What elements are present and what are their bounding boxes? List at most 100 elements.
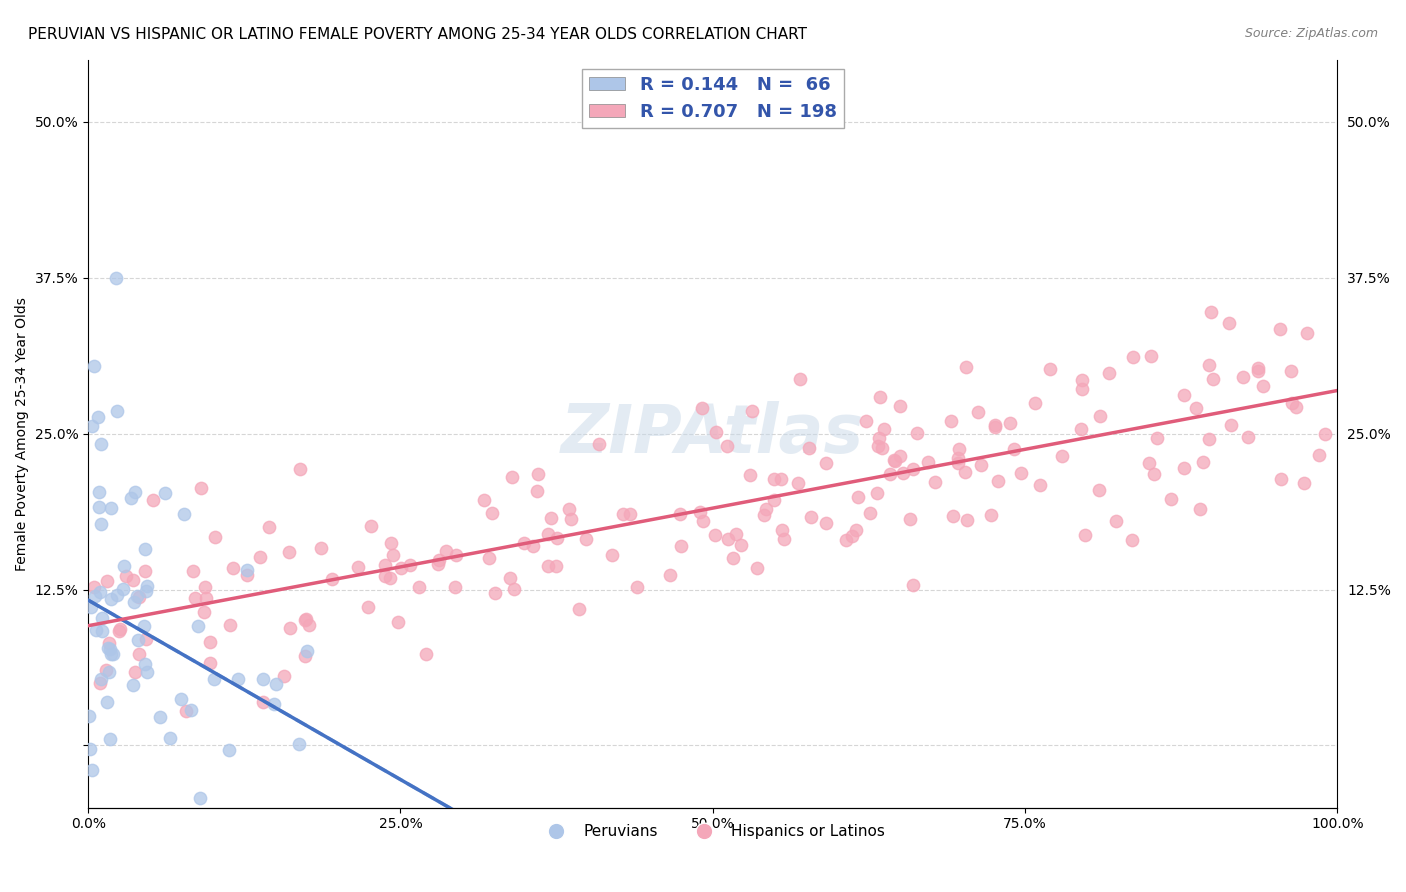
Point: [380, 536, 402, 550]
Point: [1218, 316, 1240, 330]
Point: [105, 404, 128, 418]
Point: [226, 672, 249, 686]
Point: [444, 548, 467, 562]
Point: [387, 615, 409, 629]
Point: [901, 462, 924, 476]
Point: [1268, 322, 1291, 336]
Point: [198, 635, 221, 649]
Point: [263, 697, 285, 711]
Point: [346, 560, 368, 574]
Point: [1285, 400, 1308, 414]
Point: [252, 672, 274, 686]
Point: [1173, 388, 1195, 402]
Point: [941, 414, 963, 428]
Point: [135, 632, 157, 646]
Point: [724, 527, 747, 541]
Point: [112, 582, 135, 596]
Point: [602, 549, 624, 563]
Point: [891, 466, 914, 480]
Text: Source: ZipAtlas.com: Source: ZipAtlas.com: [1244, 27, 1378, 40]
Point: [1052, 449, 1074, 463]
Point: [869, 390, 891, 404]
Point: [89, 676, 111, 690]
Point: [273, 669, 295, 683]
Point: [619, 507, 641, 521]
Point: [721, 551, 744, 566]
Point: [142, 493, 165, 508]
Point: [415, 647, 437, 661]
Point: [948, 442, 970, 456]
Point: [80, 863, 103, 877]
Point: [1088, 483, 1111, 497]
Point: [984, 419, 1007, 434]
Point: [501, 470, 523, 484]
Point: [122, 573, 145, 587]
Point: [755, 501, 778, 516]
Point: [901, 577, 924, 591]
Point: [924, 475, 946, 490]
Point: [526, 484, 548, 499]
Point: [90, 517, 112, 532]
Point: [1202, 371, 1225, 385]
Point: [953, 465, 976, 479]
Point: [100, 500, 122, 515]
Point: [125, 589, 148, 603]
Point: [90, 436, 112, 450]
Point: [1292, 475, 1315, 490]
Point: [134, 619, 156, 633]
Point: [1070, 422, 1092, 436]
Point: [1191, 455, 1213, 469]
Point: [1028, 477, 1050, 491]
Point: [898, 512, 921, 526]
Point: [193, 605, 215, 619]
Point: [1146, 431, 1168, 445]
Point: [859, 506, 882, 520]
Point: [772, 532, 794, 546]
Point: [1185, 401, 1208, 415]
Point: [135, 665, 157, 680]
Point: [1198, 433, 1220, 447]
Point: [1143, 467, 1166, 481]
Point: [560, 512, 582, 526]
Point: [100, 592, 122, 607]
Point: [194, 580, 217, 594]
Point: [427, 553, 450, 567]
Point: [730, 538, 752, 552]
Point: [204, 530, 226, 544]
Point: [115, 863, 138, 877]
Point: [219, 618, 242, 632]
Point: [194, 591, 217, 605]
Point: [107, 588, 129, 602]
Point: [360, 519, 382, 533]
Point: [536, 559, 558, 574]
Point: [97, 636, 120, 650]
Point: [575, 532, 598, 546]
Point: [96, 574, 118, 588]
Point: [181, 564, 204, 578]
Point: [173, 508, 195, 522]
Text: ZIPAtlas: ZIPAtlas: [561, 401, 865, 467]
Point: [380, 571, 402, 585]
Point: [741, 403, 763, 417]
Point: [889, 399, 911, 413]
Point: [252, 695, 274, 709]
Point: [588, 437, 610, 451]
Point: [190, 481, 212, 495]
Point: [658, 567, 681, 582]
Point: [82, 419, 104, 434]
Point: [408, 580, 430, 594]
Point: [626, 580, 648, 594]
Point: [1232, 370, 1254, 384]
Point: [752, 508, 775, 522]
Point: [1188, 502, 1211, 516]
Point: [249, 550, 271, 565]
Point: [434, 544, 457, 558]
Point: [108, 623, 131, 637]
Point: [184, 591, 207, 606]
Point: [79, 709, 101, 723]
Point: [124, 665, 146, 679]
Point: [128, 647, 150, 661]
Point: [747, 561, 769, 575]
Point: [128, 590, 150, 604]
Point: [112, 559, 135, 574]
